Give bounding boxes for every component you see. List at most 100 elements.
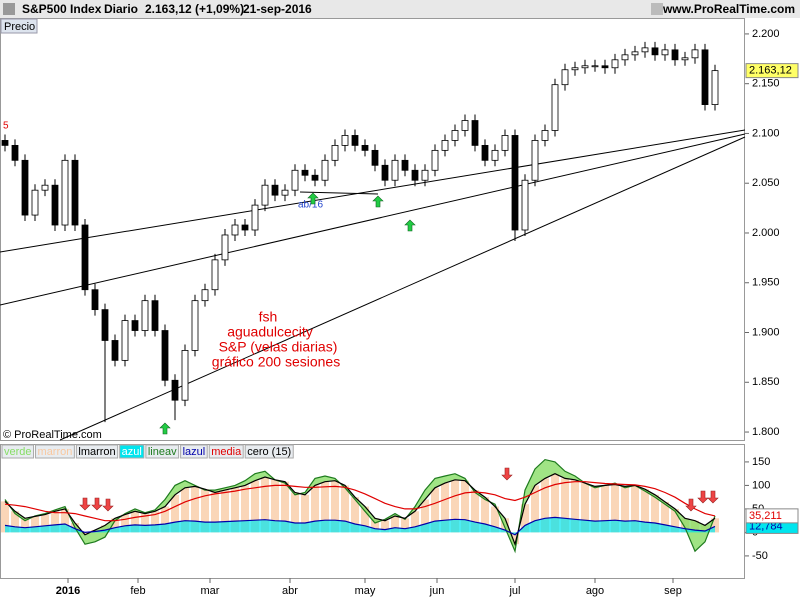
candle-body [11,144,19,161]
histogram-bar [291,492,299,533]
panel-tag [0,18,38,34]
candle-body [111,340,119,361]
y-tick-label: 100 [752,479,770,491]
candle-body [641,47,649,53]
candle-body [681,57,689,61]
sell-arrow [91,497,103,511]
legend-entry: verde [4,446,32,458]
candle-body [561,69,569,86]
candle-body [471,120,479,146]
histogram-bar [581,483,589,533]
histogram-bar [221,490,229,533]
candle-body [351,135,359,146]
candle-body [311,174,319,181]
note: S&P (velas diarias) [219,339,338,355]
sell-arrow [707,490,719,504]
candle-body [261,184,269,206]
histogram-bar [111,518,119,533]
histogram-bar [631,485,639,533]
candle-body [551,84,559,131]
date: 21-sep-2016 [243,2,312,16]
candle-body [621,54,629,61]
cyan-area [5,517,715,535]
candle-body [711,70,719,105]
candle-body [231,224,239,236]
histogram-bar [1,501,9,533]
candle-body [421,169,429,181]
histogram-bar [171,494,179,533]
note: gráfico 200 sesiones [212,354,340,370]
candle-body [581,65,589,69]
histogram-bar [491,506,499,533]
candle-body [131,320,139,331]
sell-arrow [697,490,709,504]
x-tick-label: mar [201,585,220,597]
panel-label: Precio [4,21,35,33]
histogram-bar [141,513,149,533]
sell-arrow [685,498,697,512]
price-panel [0,18,745,441]
histogram-bar [381,520,389,533]
candle-body [321,159,329,181]
histogram-bar [531,485,539,533]
legend-box [1,444,35,459]
legend-entry: lmarron [78,446,115,458]
y-tick-label: 2.100 [752,127,780,139]
histogram-bar [301,494,309,533]
candle-body [221,234,229,261]
legend-box [145,444,180,459]
histogram-bar [601,485,609,533]
histogram-bar [521,504,529,533]
histogram-bar [311,485,319,533]
indicator-panel [0,444,745,579]
candle-body [591,65,599,68]
candle-body [571,67,579,71]
candle-body [91,289,99,311]
histogram-bar [541,478,549,533]
candle-body [51,184,59,226]
candle-body [21,159,29,216]
window-icon[interactable] [651,3,663,15]
candle-body [401,159,409,171]
histogram-bar [81,532,89,535]
histogram-bar [651,494,659,533]
candle-body [651,47,659,56]
menu-icon[interactable] [3,3,15,15]
candle-body [391,159,399,181]
site: www.ProRealTime.com [662,2,795,16]
trend-line [0,129,746,253]
y-tick-label: 150 [752,456,770,468]
legend-box [75,444,119,459]
candle-body [371,149,379,166]
candle-body [341,135,349,146]
sell-arrow [501,467,513,481]
last-value-box [745,63,799,79]
candle-body [511,135,519,231]
histogram-bar [361,506,369,533]
candle-body [281,189,289,196]
x-tick-label: 2016 [56,585,80,597]
x-tick-label: jun [429,585,445,597]
histogram-bar [241,485,249,533]
candle-body [151,300,159,331]
legend-box [208,444,244,459]
histogram-bar [661,501,669,533]
buy-arrow [307,192,319,205]
histogram-bar [591,486,599,533]
x-tick-label: may [355,585,376,597]
candle-body [161,330,169,381]
x-tick-label: abr [282,585,298,597]
histogram-bar [61,508,69,533]
histogram-bar [201,489,209,533]
candle-body [1,140,9,146]
indicator-layer [1,458,719,554]
y-tick-label: 2.050 [752,177,780,189]
histogram-bar [421,499,429,533]
histogram-bar [11,511,19,533]
candle-body [301,169,309,176]
buy-arrows [159,192,416,435]
sell-arrow [79,497,91,511]
line-label: ab/16 [298,200,323,211]
legend-entry: cero (15) [247,446,291,458]
